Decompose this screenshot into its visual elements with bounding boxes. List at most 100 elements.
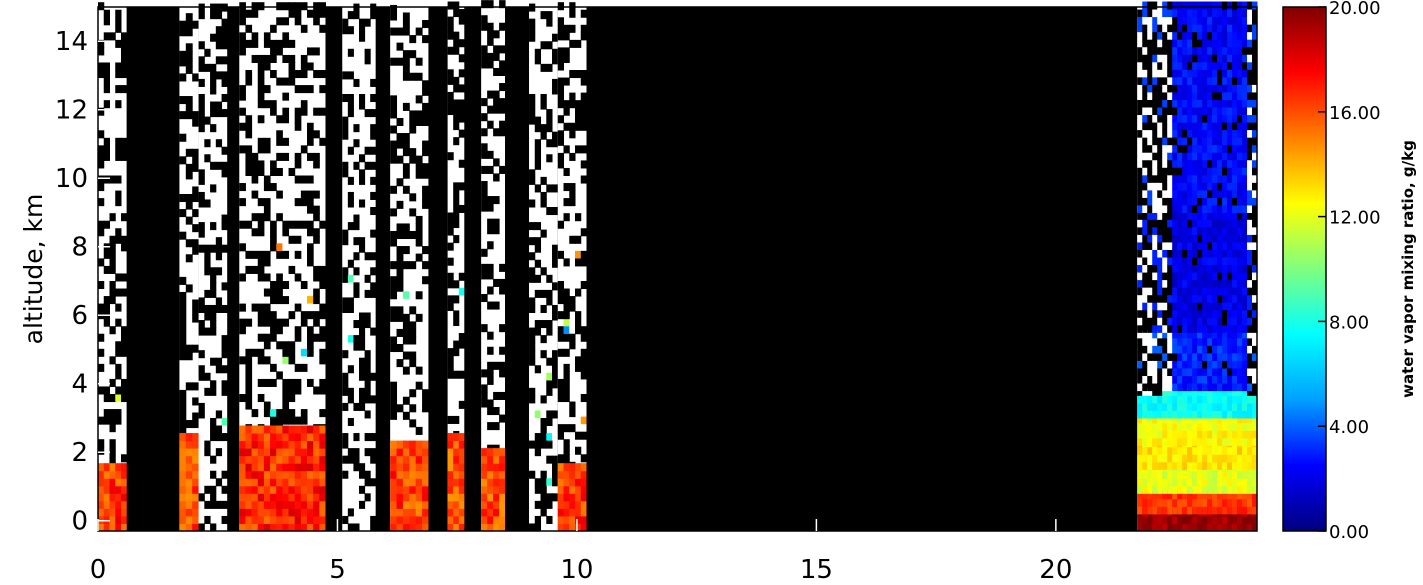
nodata-cell — [294, 250, 302, 259]
nodata-cell — [179, 427, 187, 436]
nodata-cell — [557, 130, 565, 139]
data-cell — [1222, 129, 1228, 138]
data-cell — [580, 416, 587, 425]
nodata-cell — [415, 253, 423, 262]
data-cell — [1247, 84, 1253, 93]
nodata-cell — [103, 318, 110, 327]
data-cell — [1192, 395, 1198, 404]
nodata-cell — [534, 433, 542, 442]
data-cell — [1252, 360, 1258, 369]
data-cell — [1147, 478, 1153, 487]
data-cell — [1202, 352, 1208, 361]
colorbar-tick-label: 8.00 — [1329, 312, 1369, 333]
data-cell — [1182, 367, 1188, 377]
data-cell — [307, 523, 314, 532]
nodata-cell — [529, 18, 536, 27]
nodata-cell — [353, 455, 360, 464]
nodata-cell — [185, 65, 193, 74]
nodata-cell — [109, 409, 116, 418]
data-cell — [1202, 302, 1208, 311]
data-cell — [251, 485, 259, 494]
nodata-cell — [276, 137, 283, 146]
nodata-cell — [185, 58, 193, 67]
data-cell — [1247, 317, 1253, 326]
data-cell — [239, 485, 246, 494]
nodata-cell — [499, 45, 506, 54]
data-cell — [1242, 31, 1248, 40]
data-cell — [294, 463, 302, 472]
nodata-cell — [313, 311, 320, 320]
data-cell — [1147, 211, 1153, 220]
data-cell — [307, 508, 314, 517]
nodata-cell — [364, 274, 371, 283]
nodata-cell — [546, 297, 553, 306]
data-cell — [1177, 219, 1183, 228]
data-cell — [1187, 410, 1193, 419]
data-cell — [1242, 375, 1248, 384]
data-cell — [307, 493, 314, 502]
data-cell — [1202, 422, 1208, 431]
data-cell — [1227, 129, 1233, 138]
data-cell — [1152, 302, 1158, 311]
data-cell — [575, 515, 582, 524]
data-cell — [1142, 39, 1148, 48]
nodata-cell — [179, 397, 187, 406]
data-cell — [1247, 383, 1253, 392]
data-cell — [1247, 129, 1253, 138]
nodata-cell — [552, 470, 559, 479]
data-cell — [1162, 515, 1168, 524]
data-cell — [1187, 159, 1193, 168]
data-cell — [1242, 360, 1248, 369]
nodata-cell — [534, 124, 542, 133]
data-cell — [1147, 430, 1153, 439]
nodata-cell — [390, 57, 398, 66]
data-cell — [1217, 99, 1223, 108]
nodata-cell — [580, 92, 588, 101]
data-cell — [1162, 523, 1168, 532]
data-cell — [1242, 415, 1248, 424]
data-cell — [1157, 515, 1163, 524]
nodata-cell — [245, 220, 253, 229]
data-cell — [1177, 506, 1183, 515]
nodata-cell — [458, 16, 465, 25]
nodata-cell — [221, 387, 228, 396]
data-cell — [1142, 515, 1148, 524]
nodata-cell — [257, 258, 265, 267]
data-cell — [1242, 129, 1248, 138]
nodata-cell — [580, 454, 588, 463]
nodata-cell — [487, 241, 494, 250]
nodata-cell — [534, 161, 542, 170]
data-cell — [1202, 122, 1208, 131]
nodata-cell — [493, 90, 500, 99]
data-cell — [1247, 189, 1253, 198]
data-cell — [1202, 9, 1208, 18]
data-cell — [179, 440, 187, 449]
data-cell — [1212, 430, 1218, 439]
data-cell — [575, 470, 582, 479]
data-cell — [1232, 446, 1238, 455]
nodata-cell — [409, 50, 417, 59]
data-cell — [1187, 309, 1193, 318]
data-cell — [1147, 114, 1153, 123]
data-cell — [1222, 249, 1228, 258]
data-cell — [569, 515, 576, 524]
data-cell — [1227, 491, 1233, 500]
nodata-cell — [396, 155, 404, 164]
nodata-cell — [415, 238, 423, 247]
nodata-cell — [529, 350, 536, 359]
data-cell — [396, 463, 404, 472]
data-cell — [1247, 99, 1253, 108]
data-cell — [557, 493, 565, 502]
nodata-cell — [529, 387, 536, 396]
nodata-cell — [359, 312, 366, 321]
data-cell — [185, 523, 193, 532]
nodata-cell — [390, 155, 398, 164]
nodata-cell — [115, 288, 122, 297]
data-cell — [1152, 287, 1158, 296]
data-cell — [1222, 219, 1228, 228]
nodata-cell — [342, 372, 349, 381]
data-cell — [1167, 352, 1173, 361]
data-cell — [1232, 76, 1238, 85]
data-cell — [1192, 515, 1198, 524]
nodata-cell — [115, 137, 122, 146]
